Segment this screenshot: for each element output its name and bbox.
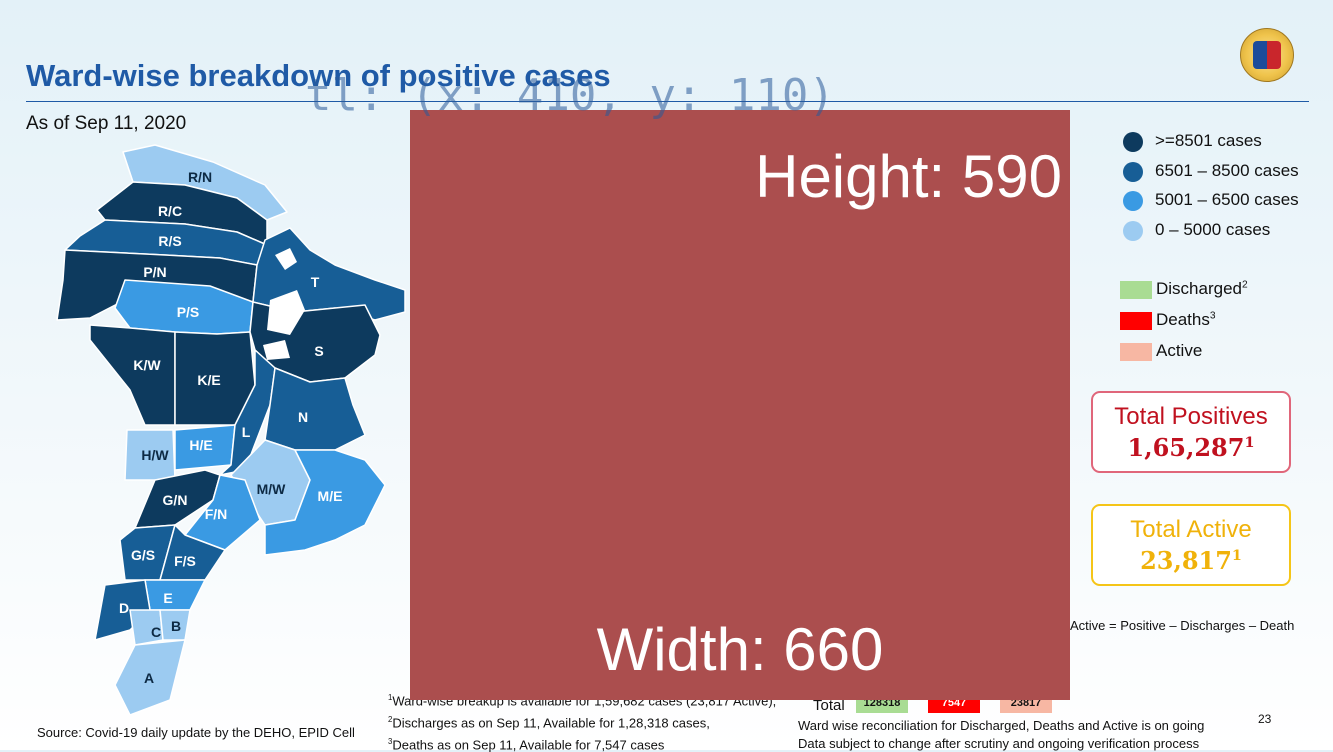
ward-label: G/N (163, 492, 188, 508)
source-note: Source: Covid-19 daily update by the DEH… (37, 725, 355, 740)
legend-label: 6501 – 8500 cases (1155, 160, 1299, 180)
municipal-corporation-logo (1240, 28, 1294, 82)
footnote-marker: 2 (1242, 279, 1248, 291)
total-positives-card: Total Positives 1,65,2871 (1091, 391, 1291, 473)
ward-label: M/W (257, 481, 287, 497)
ward-label: K/E (197, 372, 220, 388)
ward-label: H/W (141, 447, 169, 463)
as-of-date: As of Sep 11, 2020 (26, 113, 187, 134)
legend-swatch (1123, 132, 1143, 152)
footnote-marker: 3 (1209, 310, 1216, 322)
legend-swatch (1123, 191, 1143, 211)
ward-label: E (163, 590, 172, 606)
ward-label: K/W (133, 357, 161, 373)
legend-label: 5001 – 6500 cases (1155, 190, 1299, 209)
total-active-card: Total Active 23,8171 (1091, 504, 1291, 586)
redaction-overlay: Height: 590 Width: 660 (410, 110, 1070, 700)
legend-label: 0 – 5000 cases (1155, 219, 1271, 239)
title-divider (26, 101, 1309, 102)
unlabeled-area (267, 290, 305, 335)
legend-label: Discharged (1156, 279, 1242, 298)
total-row-label: Total (813, 697, 845, 714)
ward-label: R/N (188, 169, 212, 185)
page-number: 23 (1258, 712, 1272, 726)
ward-label: F/S (174, 553, 196, 569)
total-positives-label: Total Positives (1114, 403, 1268, 430)
disclaimer-note: Data subject to change after scrutiny an… (798, 736, 1200, 751)
ward-label: P/S (177, 304, 200, 320)
ward-label: P/N (143, 264, 166, 280)
total-positives-value: 1,65,287 (1127, 433, 1245, 462)
ward-label: C (151, 624, 161, 640)
legend-swatch (1120, 281, 1152, 299)
overlay-height-label: Height: 590 (755, 143, 1062, 210)
legend-label: Deaths (1156, 310, 1210, 329)
overlay-width-label: Width: 660 (596, 616, 884, 683)
legend-swatch (1120, 312, 1152, 330)
unlabeled-area (275, 248, 297, 270)
total-active-label: Total Active (1130, 516, 1252, 543)
ward-label: A (144, 670, 154, 686)
ward-label: T (311, 274, 320, 290)
ward-label: R/S (158, 233, 181, 249)
ward-K/W[interactable] (89, 324, 176, 426)
ward-label: D (119, 600, 129, 616)
ward-label: M/E (318, 488, 343, 504)
ward-N[interactable] (264, 367, 366, 451)
legend-label: Active (1156, 341, 1203, 360)
ward-F/S[interactable] (159, 524, 226, 581)
legend-swatch (1123, 220, 1143, 241)
ward-label: S (314, 343, 323, 359)
reconciliation-note: Ward wise reconciliation for Discharged,… (798, 718, 1205, 733)
ward-A[interactable] (114, 639, 186, 716)
legend-swatch (1120, 343, 1152, 361)
ward-label: L (242, 424, 251, 440)
footnote-3: 3Deaths as on Sep 11, Available for 7,54… (388, 737, 665, 752)
footnote-2: 2Discharges as on Sep 11, Available for … (388, 715, 710, 731)
total-deaths-cell: 7547 (928, 697, 980, 713)
overlay-coordinate-annotation: tl: (x: 410, y: 110) (305, 70, 835, 121)
legend-label: >=8501 cases (1155, 131, 1262, 150)
active-formula: Active = Positive – Discharges – Death (1070, 618, 1295, 633)
ward-label: B (171, 618, 181, 634)
legend-swatch (1123, 161, 1143, 182)
total-discharged-cell: 128318 (856, 697, 908, 713)
ward-map: R/N R/C R/S P/N P/S K/W K/E H/W H/E T S L N M/W M/E G/N… (56, 144, 406, 716)
ward-label: F/N (205, 506, 228, 522)
ward-label: R/C (158, 203, 182, 219)
unlabeled-area (263, 340, 290, 360)
total-active-cell: 23817 (1000, 697, 1052, 713)
ward-label: G/S (131, 547, 155, 563)
page-title: Ward-wise breakdown of positive cases (26, 58, 611, 93)
ward-label: H/E (189, 437, 212, 453)
footnote-marker: 1 (1231, 547, 1242, 564)
ward-E[interactable] (144, 579, 206, 611)
ward-label: N (298, 409, 308, 425)
ward-M/E[interactable] (264, 449, 386, 556)
total-active-value: 23,817 (1140, 546, 1232, 575)
footnote-marker: 1 (1244, 434, 1255, 451)
